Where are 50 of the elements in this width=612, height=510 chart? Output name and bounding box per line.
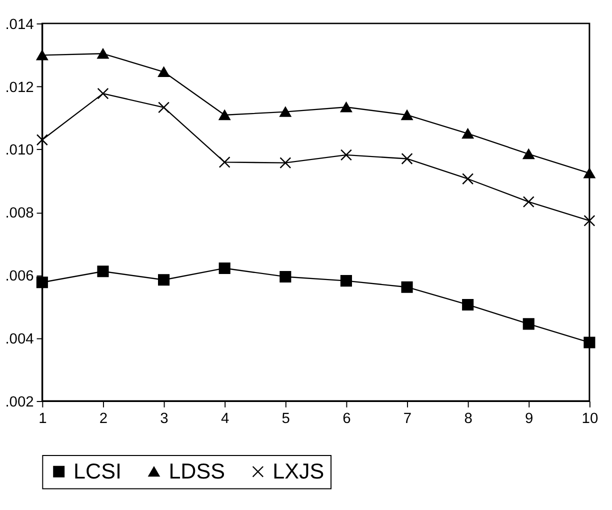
point <box>340 102 352 112</box>
y-tick-label: .002 <box>5 394 34 410</box>
point <box>158 274 170 286</box>
x-tick-label: 3 <box>160 411 168 428</box>
x-tick-label: 10 <box>582 411 598 428</box>
legend-label: LDSS <box>168 458 226 484</box>
x-tick-label: 9 <box>525 411 534 428</box>
point <box>584 214 596 226</box>
point <box>522 196 534 208</box>
y-tick-label: .014 <box>5 16 34 33</box>
point <box>36 276 48 288</box>
point <box>401 110 413 120</box>
x-tick-label: 6 <box>342 411 351 428</box>
x-tick-label: 1 <box>38 411 47 428</box>
y-tick-label: .010 <box>5 142 34 159</box>
point <box>97 88 109 100</box>
point <box>340 275 352 287</box>
point <box>158 66 170 77</box>
point <box>401 281 413 293</box>
y-tick-label: .008 <box>5 206 34 222</box>
x-tick-label: 5 <box>282 411 290 428</box>
point <box>522 318 534 330</box>
point <box>218 156 230 168</box>
point <box>218 262 230 274</box>
y-tick-label: .012 <box>5 80 34 96</box>
point <box>158 102 170 114</box>
point <box>97 48 109 59</box>
point <box>340 149 352 161</box>
point <box>280 157 292 169</box>
point <box>462 298 474 311</box>
legend-label: LCSI <box>74 458 122 484</box>
x-tick-label: 2 <box>99 411 108 428</box>
point <box>401 152 413 165</box>
point <box>36 50 48 60</box>
point <box>462 173 474 185</box>
y-tick-label: .004 <box>5 331 34 348</box>
point <box>462 128 474 139</box>
legend-label: LXJS <box>272 458 324 484</box>
point <box>584 336 596 348</box>
point <box>218 110 230 120</box>
point <box>280 270 292 283</box>
x-tick-label: 8 <box>464 411 472 428</box>
point <box>97 266 109 278</box>
point <box>522 148 534 160</box>
x-tick-label: 7 <box>403 411 412 428</box>
point <box>280 106 292 117</box>
x-tick-label: 4 <box>220 411 230 428</box>
point <box>36 134 48 146</box>
point <box>584 168 596 178</box>
y-tick-label: .006 <box>5 268 34 285</box>
